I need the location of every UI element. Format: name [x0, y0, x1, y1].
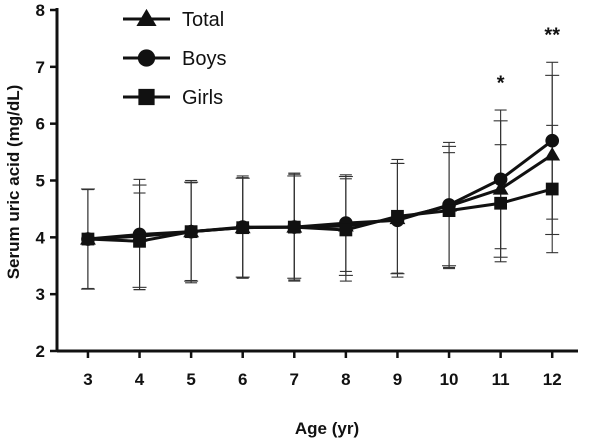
x-tick-label: 7: [290, 370, 299, 389]
x-tick-label: 9: [393, 370, 402, 389]
significance-mark: *: [497, 73, 505, 95]
y-tick-label: 8: [36, 1, 45, 20]
data-point-girls: [494, 196, 508, 210]
legend-marker-boys: [137, 49, 156, 67]
legend-label-girls: Girls: [182, 87, 223, 109]
significance-mark: **: [544, 24, 560, 46]
markers-layer: [80, 133, 561, 248]
data-point-girls: [545, 182, 559, 196]
x-tick-label: 4: [135, 370, 145, 389]
series-line-boys: [87, 139, 554, 241]
legend-label-boys: Boys: [182, 48, 226, 70]
data-point-boys: [545, 133, 560, 148]
data-point-girls: [339, 223, 353, 237]
x-tick-label: 12: [543, 370, 562, 389]
data-point-girls: [287, 220, 301, 234]
series-line-girls: [87, 187, 553, 243]
data-point-girls: [184, 225, 198, 239]
x-tick-label: 11: [492, 370, 510, 389]
y-tick-label: 6: [36, 115, 45, 134]
y-tick-label: 2: [36, 342, 45, 361]
legend: Total Boys Girls: [123, 8, 226, 109]
x-tick-label: 6: [238, 370, 247, 389]
data-point-girls: [236, 221, 250, 235]
y-tick-label: 3: [36, 285, 45, 304]
x-tick-label: 8: [341, 370, 350, 389]
data-point-girls: [133, 234, 146, 248]
y-tick-label: 4: [36, 228, 46, 247]
y-tick-label: 5: [36, 172, 45, 191]
series-lines-layer: [87, 139, 554, 243]
axes-layer: 2 3 4 5 6 7 8 3 4 5 6 7 8 9 10 11 12: [36, 1, 578, 389]
data-point-girls: [81, 232, 95, 246]
x-axis-title: Age (yr): [295, 419, 359, 438]
legend-marker-girls: [138, 88, 155, 106]
x-tick-label: 3: [83, 370, 92, 389]
x-tick-label: 5: [186, 370, 195, 389]
data-point-total: [544, 147, 561, 161]
legend-label-total: Total: [182, 9, 224, 31]
data-point-boys: [493, 172, 508, 187]
annotations-layer: ***: [497, 24, 560, 94]
y-axis-title: Serum uric acid (mg/dL): [4, 85, 23, 280]
y-tick-label: 7: [36, 58, 45, 77]
data-point-girls: [391, 209, 404, 223]
x-tick-label: 10: [440, 370, 459, 389]
data-point-girls: [442, 204, 456, 218]
data-point-total: [492, 181, 509, 195]
legend-marker-total: [136, 8, 157, 27]
